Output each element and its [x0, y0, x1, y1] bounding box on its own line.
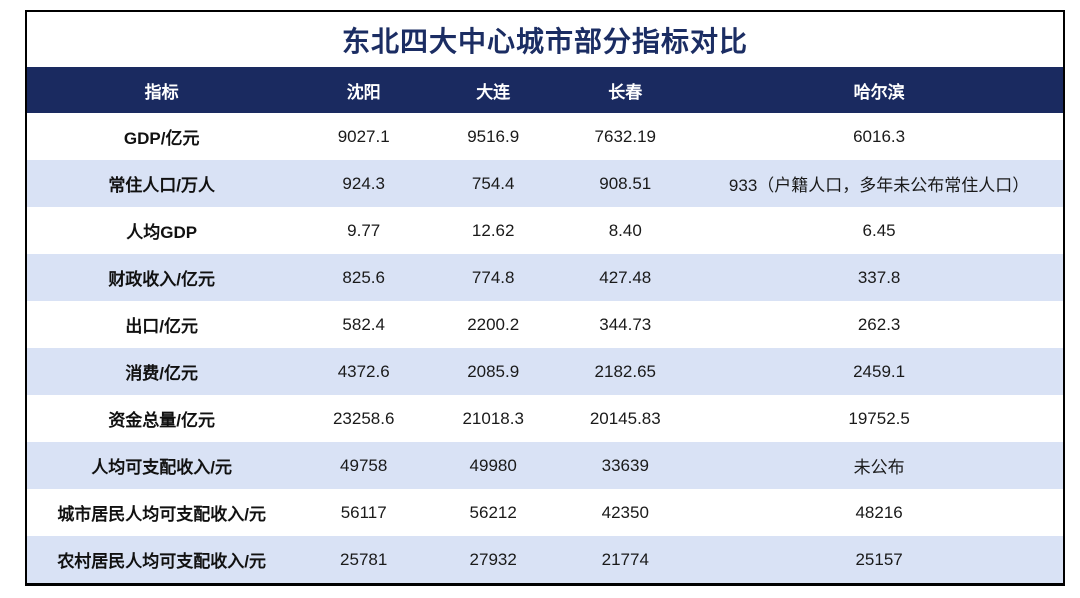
- header-cell-dalian: 大连: [431, 67, 556, 113]
- table-title: 东北四大中心城市部分指标对比: [341, 25, 748, 57]
- table-row-rural-income: 农村居民人均可支配收入/元 25781 27932 21774 25157: [27, 536, 1063, 583]
- cell-value: 21774: [555, 536, 696, 583]
- cell-value: 7632.19: [555, 113, 696, 160]
- header-cell-indicator: 指标: [27, 67, 297, 113]
- cell-value: 924.3: [296, 160, 432, 207]
- row-label: 城市居民人均可支配收入/元: [27, 489, 297, 536]
- cell-value: 2182.65: [555, 348, 696, 395]
- cell-value: 337.8: [695, 254, 1063, 301]
- cell-value: 908.51: [555, 160, 696, 207]
- header-cell-changchun: 长春: [555, 67, 696, 113]
- row-label: 出口/亿元: [27, 301, 297, 348]
- cell-value: 23258.6: [296, 395, 432, 442]
- table-frame: 东北四大中心城市部分指标对比 指标 沈阳 大连 长春 哈尔滨 GDP/亿元 90…: [25, 10, 1065, 586]
- cell-value: 25157: [695, 536, 1063, 583]
- row-label: 人均GDP: [27, 207, 297, 254]
- cell-value: 754.4: [431, 160, 556, 207]
- cell-value: 4372.6: [296, 348, 432, 395]
- cell-value: 49980: [431, 442, 556, 489]
- cell-value: 9027.1: [296, 113, 432, 160]
- cell-value: 20145.83: [555, 395, 696, 442]
- cell-value: 12.62: [431, 207, 556, 254]
- row-label: 常住人口/万人: [27, 160, 297, 207]
- cell-value: 27932: [431, 536, 556, 583]
- cell-value: 9516.9: [431, 113, 556, 160]
- cell-value: 9.77: [296, 207, 432, 254]
- table-row-disposable-income: 人均可支配收入/元 49758 49980 33639 未公布: [27, 442, 1063, 489]
- row-label: 消费/亿元: [27, 348, 297, 395]
- table-row-population: 常住人口/万人 924.3 754.4 908.51 933（户籍人口，多年未公…: [27, 160, 1063, 207]
- cell-value: 2085.9: [431, 348, 556, 395]
- row-label: 人均可支配收入/元: [27, 442, 297, 489]
- cell-value: 33639: [555, 442, 696, 489]
- table-row-urban-income: 城市居民人均可支配收入/元 56117 56212 42350 48216: [27, 489, 1063, 536]
- table-header: 指标 沈阳 大连 长春 哈尔滨: [27, 67, 1063, 113]
- row-label: GDP/亿元: [27, 113, 297, 160]
- row-label: 资金总量/亿元: [27, 395, 297, 442]
- cell-value: 2459.1: [695, 348, 1063, 395]
- row-label: 财政收入/亿元: [27, 254, 297, 301]
- header-cell-shenyang: 沈阳: [296, 67, 432, 113]
- cell-value: 8.40: [555, 207, 696, 254]
- table-row-gdp-per-capita: 人均GDP 9.77 12.62 8.40 6.45: [27, 207, 1063, 254]
- table-row-total-funds: 资金总量/亿元 23258.6 21018.3 20145.83 19752.5: [27, 395, 1063, 442]
- cell-value: 262.3: [695, 301, 1063, 348]
- cell-value: 42350: [555, 489, 696, 536]
- table-body: GDP/亿元 9027.1 9516.9 7632.19 6016.3 常住人口…: [27, 113, 1063, 583]
- cell-value: 6016.3: [695, 113, 1063, 160]
- cell-value: 56117: [296, 489, 432, 536]
- cell-value: 56212: [431, 489, 556, 536]
- cell-value: 582.4: [296, 301, 432, 348]
- title-bar: 东北四大中心城市部分指标对比: [27, 12, 1063, 67]
- cell-value: 825.6: [296, 254, 432, 301]
- cell-value: 19752.5: [695, 395, 1063, 442]
- cell-value: 774.8: [431, 254, 556, 301]
- cell-value: 21018.3: [431, 395, 556, 442]
- table-row-exports: 出口/亿元 582.4 2200.2 344.73 262.3: [27, 301, 1063, 348]
- cell-value: 49758: [296, 442, 432, 489]
- cell-value: 427.48: [555, 254, 696, 301]
- cell-value: 6.45: [695, 207, 1063, 254]
- comparison-table: 指标 沈阳 大连 长春 哈尔滨 GDP/亿元 9027.1 9516.9 763…: [27, 67, 1063, 583]
- row-label: 农村居民人均可支配收入/元: [27, 536, 297, 583]
- cell-value: 933（户籍人口，多年未公布常住人口）: [695, 160, 1063, 207]
- cell-value: 2200.2: [431, 301, 556, 348]
- header-row: 指标 沈阳 大连 长春 哈尔滨: [27, 67, 1063, 113]
- cell-value: 48216: [695, 489, 1063, 536]
- header-cell-harbin: 哈尔滨: [695, 67, 1063, 113]
- cell-value: 344.73: [555, 301, 696, 348]
- table-row-gdp: GDP/亿元 9027.1 9516.9 7632.19 6016.3: [27, 113, 1063, 160]
- cell-value: 未公布: [695, 442, 1063, 489]
- table-row-consumption: 消费/亿元 4372.6 2085.9 2182.65 2459.1: [27, 348, 1063, 395]
- cell-value: 25781: [296, 536, 432, 583]
- table-row-fiscal-revenue: 财政收入/亿元 825.6 774.8 427.48 337.8: [27, 254, 1063, 301]
